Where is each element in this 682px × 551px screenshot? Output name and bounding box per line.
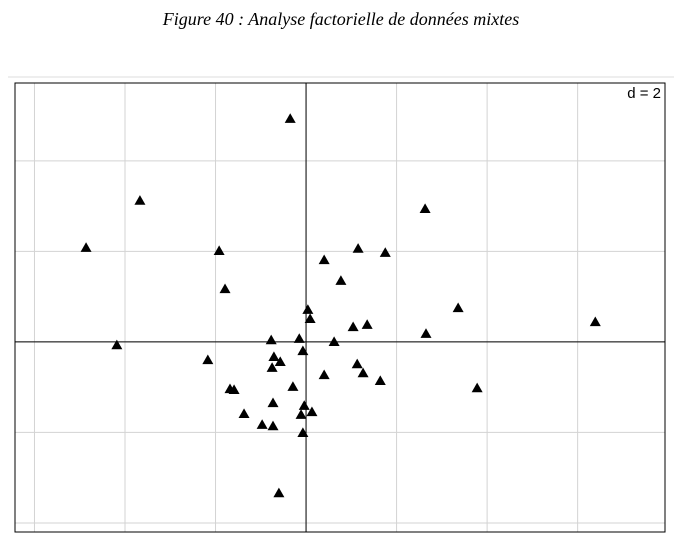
point xyxy=(374,375,386,385)
point xyxy=(589,316,601,327)
point xyxy=(284,113,296,123)
point xyxy=(302,304,314,314)
point xyxy=(471,382,483,393)
point xyxy=(298,400,310,410)
point xyxy=(304,313,316,323)
point xyxy=(256,419,268,429)
chart-title: Figure 40 : Analyse factorielle de donné… xyxy=(162,9,519,29)
point xyxy=(318,369,330,380)
point xyxy=(318,254,330,265)
point xyxy=(111,339,123,350)
point xyxy=(268,351,280,361)
point xyxy=(295,409,307,419)
point xyxy=(379,247,391,257)
plot-border xyxy=(14,82,666,533)
point xyxy=(274,356,286,366)
point xyxy=(420,328,432,338)
point xyxy=(213,245,225,256)
point xyxy=(351,358,363,369)
point xyxy=(267,420,279,431)
point xyxy=(202,354,214,365)
point xyxy=(335,275,347,285)
plot-area: d = 2 xyxy=(14,82,666,533)
point xyxy=(347,321,359,332)
point xyxy=(267,397,279,408)
point xyxy=(219,283,231,294)
point xyxy=(419,203,431,213)
point xyxy=(228,384,240,395)
point xyxy=(273,487,285,498)
point xyxy=(306,406,318,417)
point xyxy=(452,302,464,313)
point xyxy=(357,367,369,378)
point xyxy=(266,362,278,372)
point xyxy=(287,381,299,391)
point xyxy=(297,427,309,438)
point xyxy=(80,242,92,252)
scale-label: d = 2 xyxy=(627,85,661,102)
point xyxy=(238,408,250,418)
point xyxy=(293,333,305,343)
point xyxy=(265,334,277,345)
point xyxy=(328,336,340,347)
point xyxy=(352,243,364,253)
point xyxy=(134,195,146,205)
point xyxy=(297,345,309,356)
point xyxy=(361,319,373,329)
